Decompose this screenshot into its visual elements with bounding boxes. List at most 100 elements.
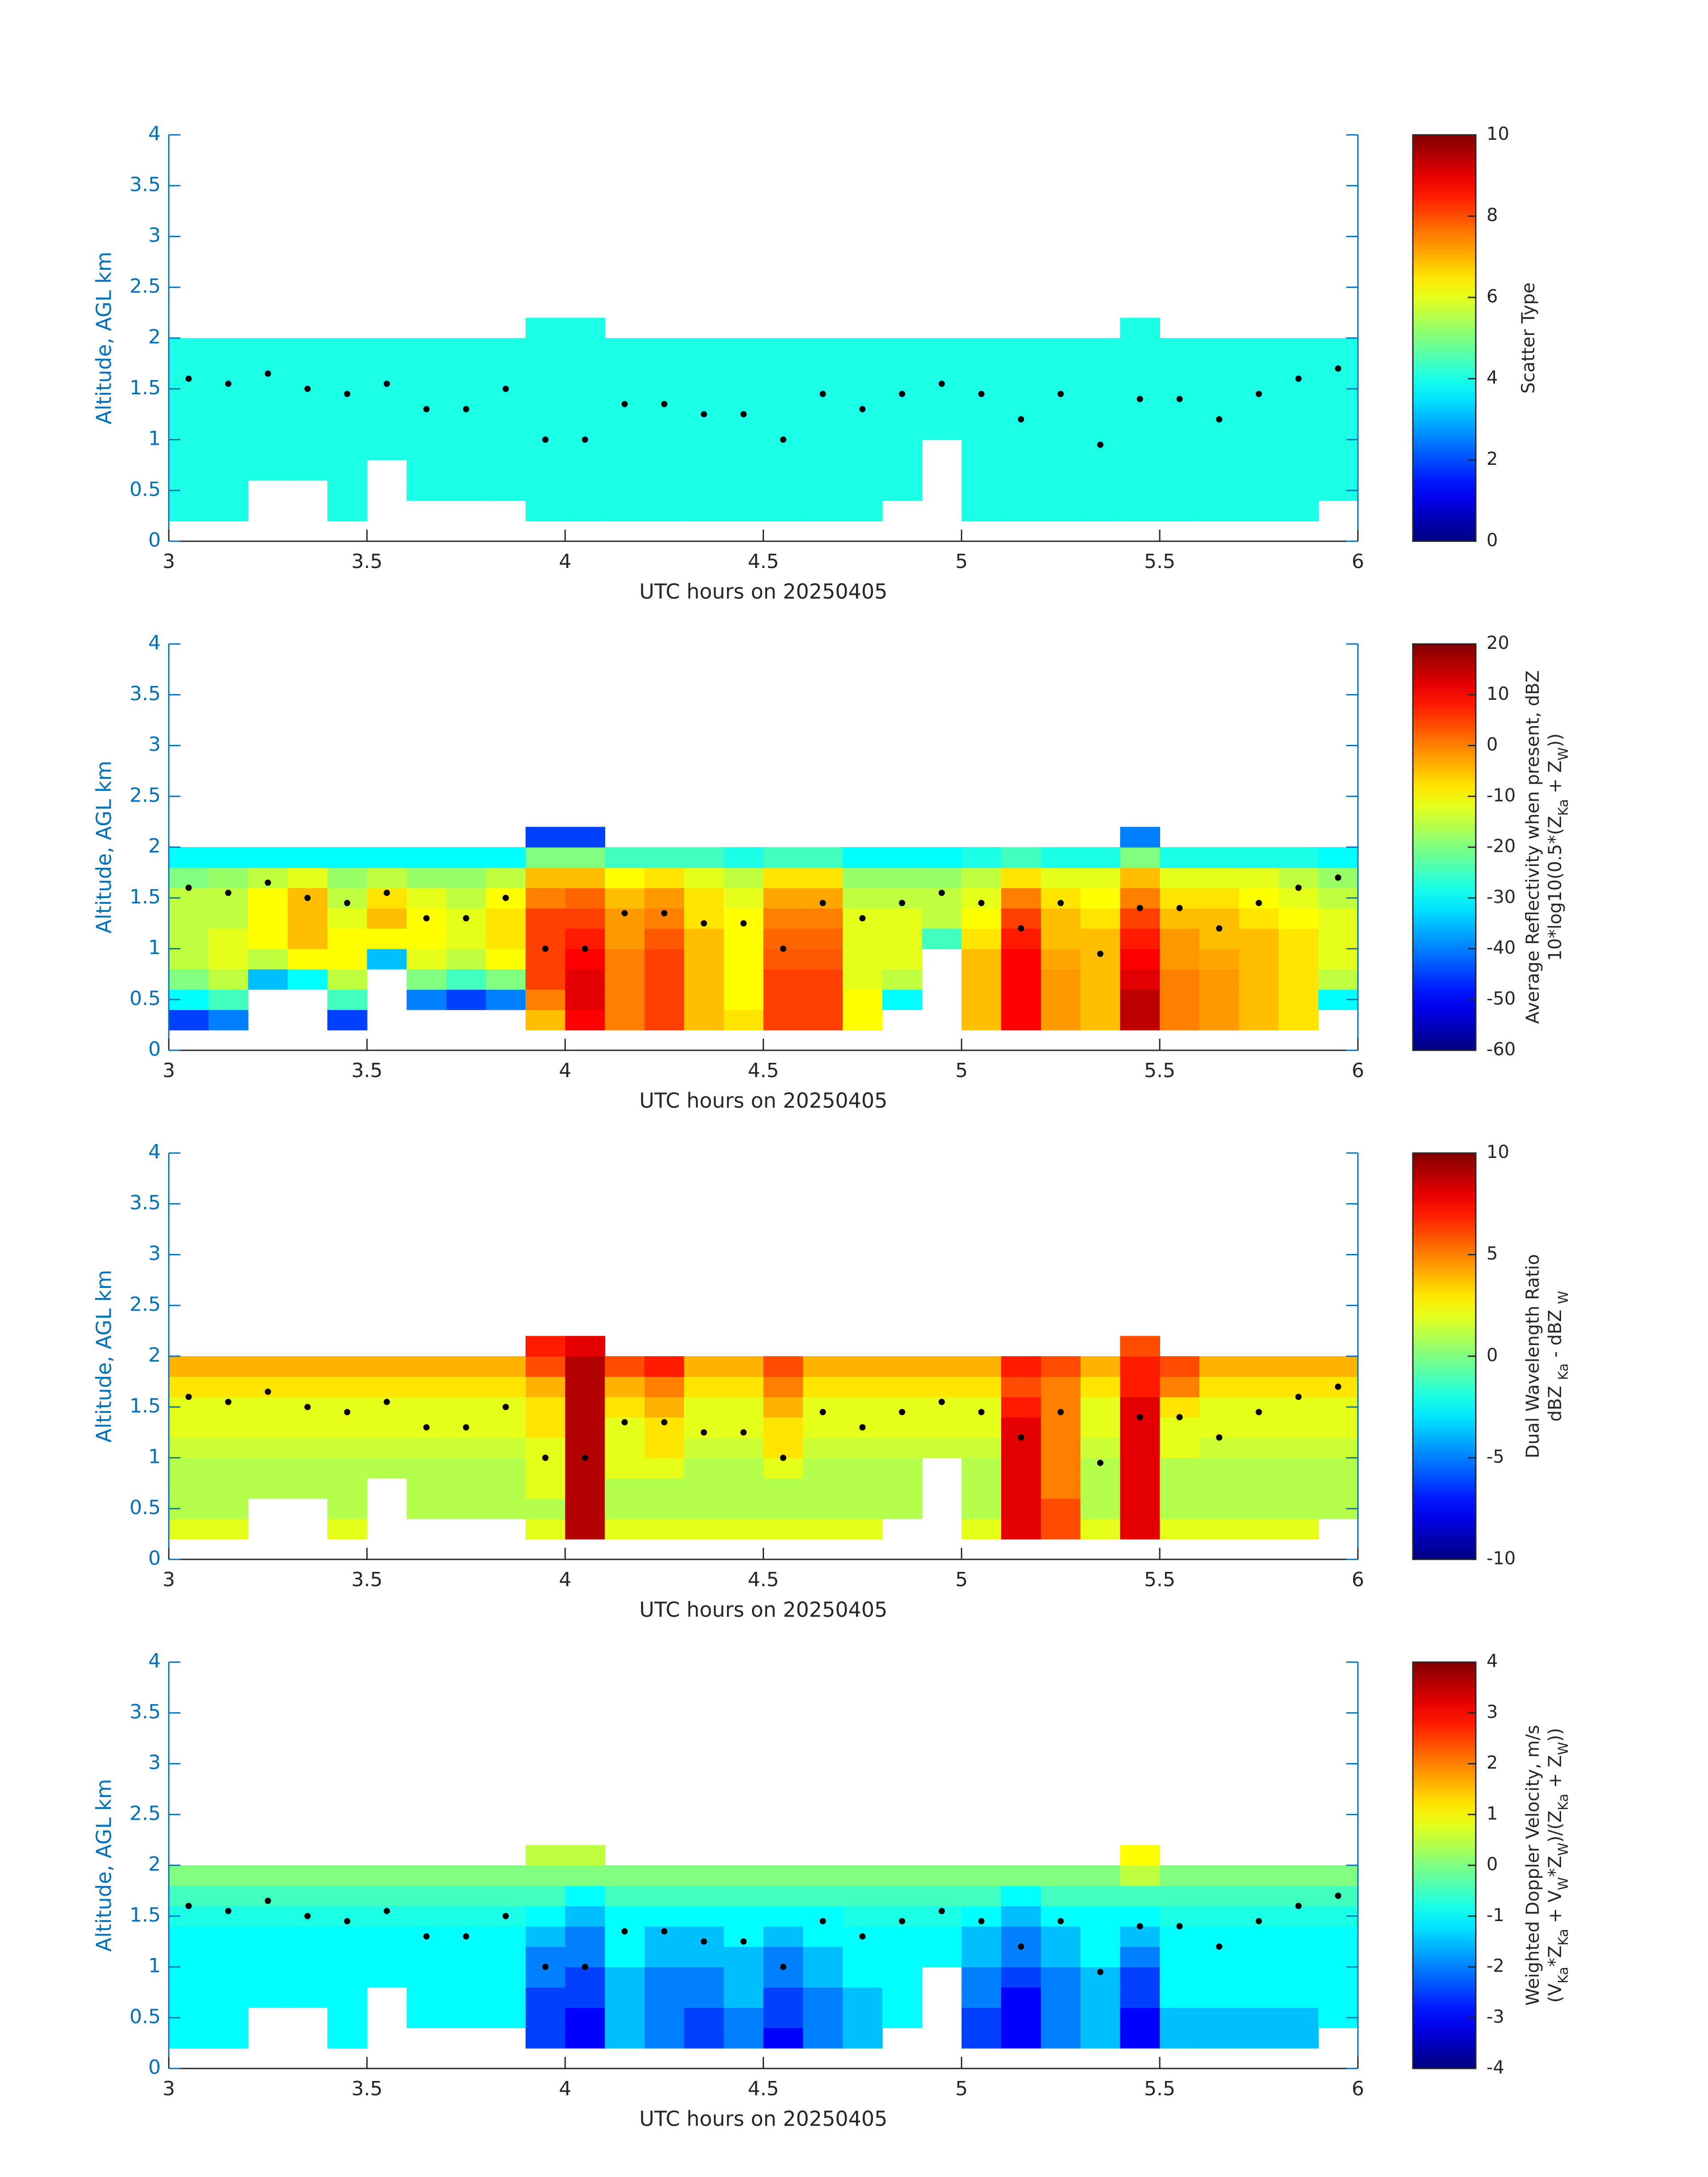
cloud-base-dot [978,1918,985,1925]
heat-cell [565,989,606,1010]
heat-cell [565,1010,606,1031]
heat-cell [1278,1906,1319,1927]
heat-cell [723,1967,764,1988]
y-tick-label: 3 [148,1242,161,1265]
colorbar-tick-label: -10 [1487,1548,1516,1569]
heat-cell [1001,419,1041,440]
heat-cell [248,1417,288,1438]
heat-cell [1120,1498,1160,1519]
heat-cell [882,1865,923,1886]
y-tick-label: 0.5 [129,2005,161,2028]
heat-cell [922,399,962,420]
cloud-base-dot [225,1399,232,1405]
heat-cell [486,908,526,929]
colorbar-label-part: Ka [1556,1967,1571,1984]
heat-cell [169,501,209,522]
heat-cell [644,989,685,1010]
heat-cell [1120,928,1160,949]
cloud-base-dot [344,1918,351,1925]
heat-cell [882,439,923,460]
heat-cell [565,867,606,888]
heat-cell [327,460,367,481]
x-tick-label: 4.5 [748,1059,779,1082]
heat-cell [1120,399,1160,420]
heat-cell [525,1478,566,1499]
colorbar [1412,1661,1477,2069]
colorbar-tick-label: -10 [1487,785,1516,806]
heat-cell [446,1865,486,1886]
heat-cell [803,480,843,501]
heat-cell [327,1987,367,2008]
heat-cell [169,1926,209,1947]
heat-cell [525,1336,566,1357]
colorbar-tick-label: -50 [1487,988,1516,1009]
cloud-base-dot [819,1918,826,1925]
heat-cell [961,1376,1002,1397]
heat-cell [367,1885,407,1906]
cloud-base-dot [661,910,668,916]
heat-cell [208,908,249,929]
heat-cell [446,460,486,481]
cloud-base-dot [463,915,469,922]
heat-cell [248,888,288,909]
heat-cell [1001,888,1041,909]
heat-cell [882,1926,923,1947]
heat-cell [525,1906,566,1927]
cloud-base-dot [1057,1409,1064,1416]
heat-cell [843,949,883,969]
y-tick-label: 3 [148,733,161,756]
heat-cell [605,867,645,888]
heat-cell [327,338,367,359]
heat-cell [208,399,249,420]
x-tick-label: 5.5 [1144,550,1175,573]
heat-cell [248,1906,288,1927]
heat-cell [882,867,923,888]
heat-cell [1001,2007,1041,2028]
heat-cell [803,1987,843,2008]
y-axis-label: Altitude, AGL km [92,1270,116,1442]
heat-cell [922,928,962,949]
heat-cell [1120,867,1160,888]
heat-cell [843,1885,883,1906]
heat-cell [1278,1987,1319,2008]
heat-cell [525,460,566,481]
heat-cell [605,989,645,1010]
heat-cell [605,1458,645,1479]
heat-cell [406,480,447,501]
heat-cell [882,989,923,1010]
heat-cell [1278,969,1319,990]
heat-cell [803,1478,843,1499]
heat-cell [406,1478,447,1499]
heat-cell [446,1906,486,1927]
heat-cell [248,949,288,969]
heat-cell [208,1947,249,1968]
heat-cell [1080,419,1121,440]
heat-cell [1278,1010,1319,1031]
heat-cell [684,2028,724,2049]
heat-cell [723,501,764,522]
heat-cell [605,1376,645,1397]
heat-cell [684,480,724,501]
heat-cell [605,2007,645,2028]
heat-cell [1278,888,1319,909]
heat-cell [961,338,1002,359]
heat-cell [803,1885,843,1906]
heat-cell [248,1926,288,1947]
heat-cell [723,358,764,379]
heat-cell [1080,460,1121,481]
heat-cell [327,928,367,949]
heat-cell [1239,989,1279,1010]
heat-cell [1001,1356,1041,1377]
heat-cell [169,1417,209,1438]
y-tick-label: 4 [148,631,161,654]
heat-cell [1120,908,1160,929]
heat-cell [446,1498,486,1519]
heat-cell [1160,338,1200,359]
heat-cell [288,847,328,868]
heat-cell [367,419,407,440]
cloud-base-dot [978,1409,985,1416]
heat-cell [1040,1478,1081,1499]
heat-cell [1001,1376,1041,1397]
cloud-base-dot [1097,441,1104,448]
heat-cell [1080,501,1121,522]
